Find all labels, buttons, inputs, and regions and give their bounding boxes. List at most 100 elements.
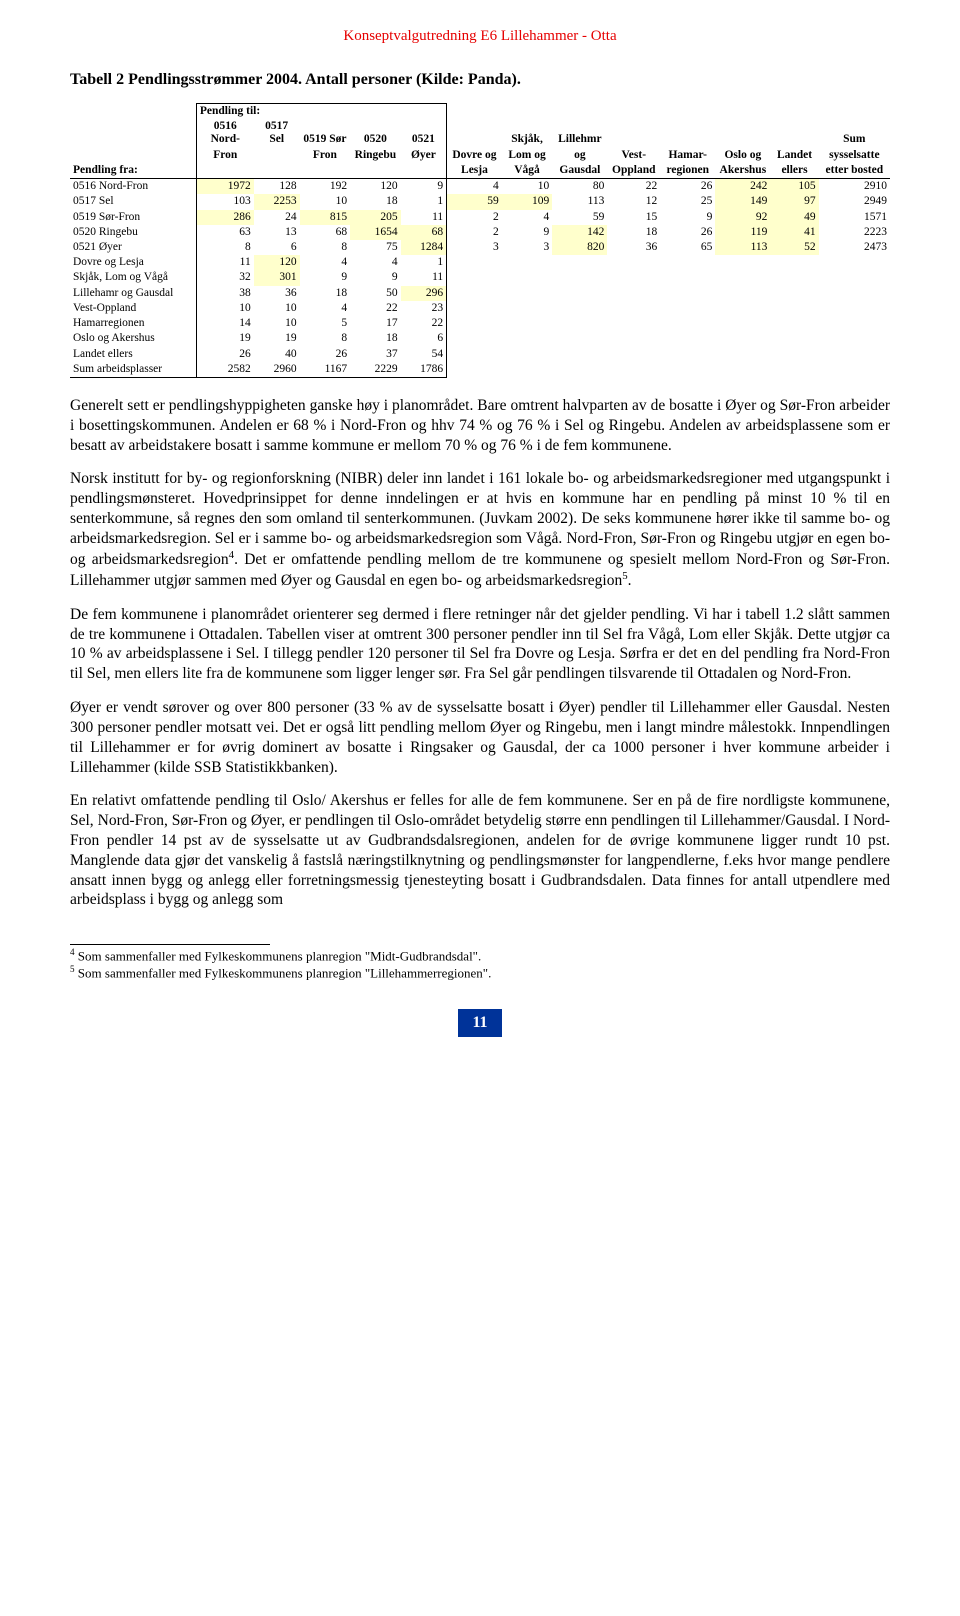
table-cell: 1284 xyxy=(401,240,447,255)
table-cell: 6 xyxy=(401,331,447,346)
table-cell xyxy=(552,270,607,285)
col-header xyxy=(715,119,770,147)
table-cell: 14 xyxy=(196,316,253,331)
table-cell: 2582 xyxy=(196,362,253,378)
col-header: 0516 Nord- xyxy=(196,119,253,147)
table-cell: 2960 xyxy=(254,362,300,378)
row-label: 0517 Sel xyxy=(70,194,196,209)
col-header: Ringebu xyxy=(350,148,401,163)
table-cell xyxy=(770,270,818,285)
table-cell: 17 xyxy=(350,316,401,331)
table-cell xyxy=(552,255,607,270)
table-cell xyxy=(819,316,890,331)
table-cell xyxy=(502,362,553,378)
table-cell: 1 xyxy=(401,255,447,270)
table-cell xyxy=(770,347,818,362)
table-row: Dovre og Lesja11120441 xyxy=(70,255,890,270)
table-cell xyxy=(660,331,715,346)
table-row: Lillehamr og Gausdal38361850296 xyxy=(70,286,890,301)
table-cell: 19 xyxy=(254,331,300,346)
table-cell: 15 xyxy=(607,210,660,225)
table-cell: 286 xyxy=(196,210,253,225)
row-label: 0519 Sør-Fron xyxy=(70,210,196,225)
table-cell xyxy=(819,270,890,285)
table-cell: 6 xyxy=(254,240,300,255)
footnotes: 4 Som sammenfaller med Fylkeskommunens p… xyxy=(70,947,870,981)
col-header xyxy=(196,163,253,179)
table-cell: 59 xyxy=(447,194,502,209)
col-header: Fron xyxy=(196,148,253,163)
col-header: Fron xyxy=(300,148,351,163)
table-cell: 24 xyxy=(254,210,300,225)
row-label: Hamarregionen xyxy=(70,316,196,331)
table-cell xyxy=(607,255,660,270)
table-cell: 80 xyxy=(552,179,607,195)
table-cell: 18 xyxy=(350,331,401,346)
paragraph-2: Norsk institutt for by- og regionforskni… xyxy=(70,469,890,590)
table-cell: 301 xyxy=(254,270,300,285)
table-cell: 296 xyxy=(401,286,447,301)
table-cell: 10 xyxy=(254,301,300,316)
table-cell: 63 xyxy=(196,225,253,240)
table-cell: 9 xyxy=(350,270,401,285)
table-cell: 50 xyxy=(350,286,401,301)
table-cell: 59 xyxy=(552,210,607,225)
table-cell xyxy=(715,331,770,346)
table-cell: 128 xyxy=(254,179,300,195)
table-cell xyxy=(660,316,715,331)
table-cell: 92 xyxy=(715,210,770,225)
row-label: 0520 Ringebu xyxy=(70,225,196,240)
table-cell xyxy=(660,270,715,285)
table-row: Sum arbeidsplasser25822960116722291786 xyxy=(70,362,890,378)
table-cell xyxy=(502,286,553,301)
table-cell xyxy=(447,255,502,270)
table-row: Hamarregionen141051722 xyxy=(70,316,890,331)
paragraph-4: Øyer er vendt sørover og over 800 person… xyxy=(70,698,890,777)
table-cell: 113 xyxy=(552,194,607,209)
col-header xyxy=(300,163,351,179)
col-header: Lom og xyxy=(502,148,553,163)
table-cell xyxy=(715,301,770,316)
col-header xyxy=(607,119,660,147)
row-label: Dovre og Lesja xyxy=(70,255,196,270)
table-cell: 12 xyxy=(607,194,660,209)
table-cell xyxy=(660,301,715,316)
table-cell: 11 xyxy=(196,255,253,270)
table-cell xyxy=(502,301,553,316)
table-cell: 3 xyxy=(502,240,553,255)
table-cell xyxy=(447,316,502,331)
table-cell: 52 xyxy=(770,240,818,255)
table-cell: 9 xyxy=(502,225,553,240)
table-cell: 1654 xyxy=(350,225,401,240)
table-cell: 38 xyxy=(196,286,253,301)
table-cell xyxy=(447,286,502,301)
table-caption: Tabell 2 Pendlingsstrømmer 2004. Antall … xyxy=(70,71,890,89)
table-cell: 9 xyxy=(660,210,715,225)
table-row: 0521 Øyer868751284338203665113522473 xyxy=(70,240,890,255)
table-cell: 4 xyxy=(300,301,351,316)
table-cell: 40 xyxy=(254,347,300,362)
col-header: ellers xyxy=(770,163,818,179)
table-row: 0519 Sør-Fron286248152051124591599249157… xyxy=(70,210,890,225)
table-cell: 5 xyxy=(300,316,351,331)
table-cell: 205 xyxy=(350,210,401,225)
table-cell: 120 xyxy=(350,179,401,195)
col-header: Pendling fra: xyxy=(70,163,196,179)
footnote-5: 5 Som sammenfaller med Fylkeskommunens p… xyxy=(70,964,870,981)
table-cell xyxy=(447,270,502,285)
table-cell: 65 xyxy=(660,240,715,255)
col-header: 0517 Sel xyxy=(254,119,300,147)
table-cell xyxy=(819,286,890,301)
table-cell: 75 xyxy=(350,240,401,255)
table-cell: 41 xyxy=(770,225,818,240)
table-cell xyxy=(660,286,715,301)
col-header: Vest- xyxy=(607,148,660,163)
row-label: 0521 Øyer xyxy=(70,240,196,255)
table-cell: 9 xyxy=(300,270,351,285)
table-cell xyxy=(552,301,607,316)
table-cell xyxy=(607,270,660,285)
col-header xyxy=(660,119,715,147)
table-cell: 26 xyxy=(660,225,715,240)
table-cell xyxy=(715,362,770,378)
row-label: Skjåk, Lom og Vågå xyxy=(70,270,196,285)
